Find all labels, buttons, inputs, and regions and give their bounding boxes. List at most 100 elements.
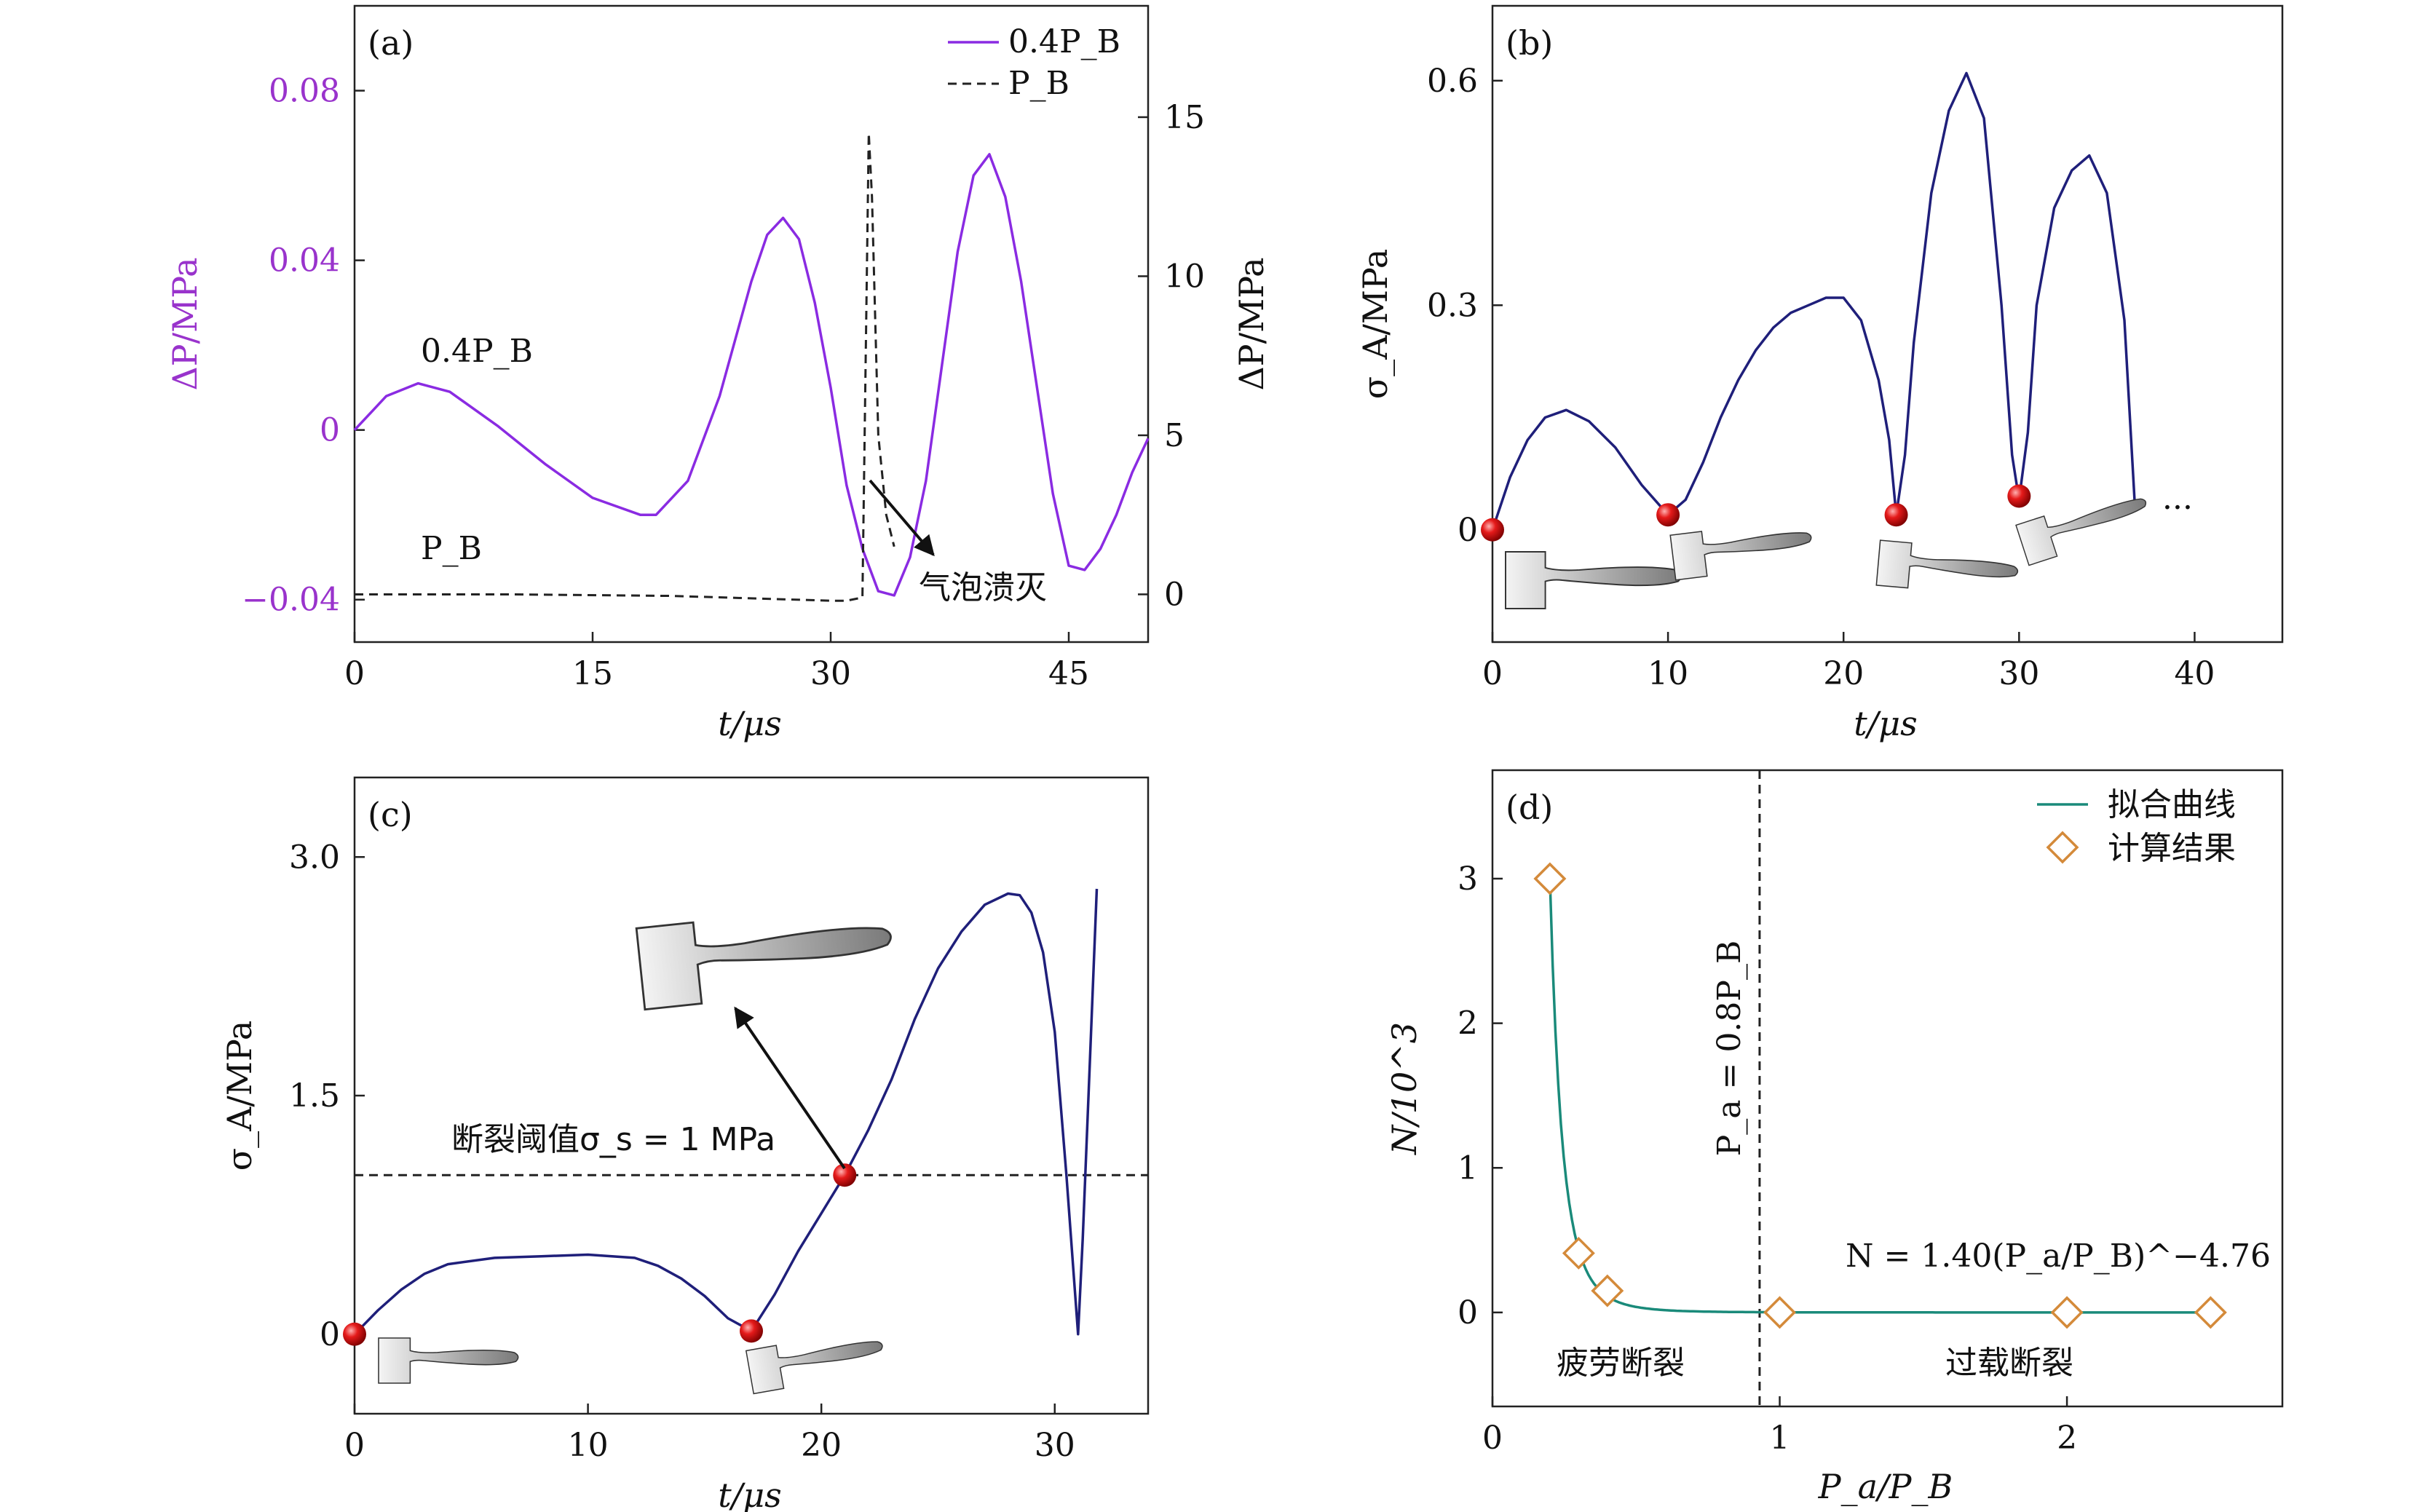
panel-b-beam-icon-4 [2015,484,2154,566]
panel-b-y-ticks: 0 0.3 0.6 [1427,63,1503,549]
panel-c-series [353,888,1099,1336]
panel-b: 0 10 20 30 40 0 0.3 0.6 (b) t/μs σ_A/MPa ··· [1356,4,2284,743]
panel-d-legend-entry-2: 计算结果 [2108,830,2236,867]
panel-a-collapse-arrow [869,479,935,557]
panel-d-point [1591,1274,1624,1307]
panel-a-curve-2-label: P_B [421,530,482,567]
panel-d-region-left-label: 疲劳断裂 [1557,1345,1685,1382]
panel-d-x-tick-label: 2 [2057,1420,2077,1457]
panel-d-vline-label: P_a = 0.8P_B [1711,941,1748,1157]
panel-c-y-tick-label: 0 [320,1316,340,1353]
panel-a-legend: 0.4P_B P_B [948,23,1120,102]
panel-a-collapse-label: 气泡溃灭 [919,569,1047,606]
panel-b-beam-icon-1 [1505,551,1682,609]
panel-c-x-tick-label: 30 [1035,1427,1075,1464]
panel-b-label: (b) [1506,23,1553,63]
panel-c-threshold-label: 断裂阈值σ_s = 1 MPa [451,1121,775,1158]
panel-a-left-y-tick-label: −0.04 [242,582,340,619]
panel-d-y-tick-label: 1 [1458,1149,1478,1187]
panel-b-series [1491,71,2137,531]
panel-d-y-ticks: 0 1 2 3 [1458,860,1503,1331]
panel-d-region-right-label: 过载断裂 [1945,1345,2073,1382]
panel-a-legend-entry-2: P_B [1008,65,1069,102]
panel-a-x-tick-label: 15 [572,655,613,692]
panel-a-x-tick-label: 45 [1048,655,1089,692]
panel-d-legend: 拟合曲线 计算结果 [2037,786,2236,867]
panel-d-x-tick-label: 0 [1482,1420,1503,1457]
panel-b-plot-frame [1491,4,2284,644]
panel-c-y-axis-label: σ_A/MPa [220,1021,259,1171]
panel-b-x-axis-label: t/μs [1854,704,1918,743]
panel-a-x-tick-label: 30 [810,655,851,692]
panel-a-right-y-tick-label: 15 [1164,99,1205,136]
panel-a-curve-1-label: 0.4P_B [421,333,533,370]
panel-d-y-tick-label: 3 [1458,860,1478,898]
panel-d: 0 1 2 0 1 2 3 (d) P_a/P_B N/10^3 P_a = 0.8P_B… [1385,769,2284,1506]
panel-c-marker [833,1163,857,1187]
panel-d-fit-line [1549,878,2211,1314]
panel-a-y-right-axis-label: ΔP/MPa [1232,257,1271,390]
panel-b-x-tick-label: 40 [2174,655,2215,692]
panel-d-point [1763,1296,1797,1329]
panel-a-y-left-ticks: −0.04 0 0.04 0.08 [242,73,365,619]
panel-d-x-tick-label: 1 [1770,1420,1790,1457]
panel-a-right-y-tick-label: 5 [1164,417,1185,454]
panel-b-x-tick-label: 0 [1482,655,1503,692]
panel-d-label: (d) [1506,788,1553,827]
panel-a-left-y-tick-label: 0 [320,412,340,449]
panel-b-ellipsis: ··· [2162,489,2193,526]
panel-d-point [2194,1296,2227,1329]
panel-d-y-tick-label: 0 [1458,1294,1478,1331]
panel-c-fracture-arrow [734,1006,846,1170]
panel-d-fit-curve [1549,878,2211,1314]
panel-c-beam-icon-2 [746,1326,887,1395]
panel-a-right-y-tick-label: 0 [1164,576,1185,613]
panel-a-series [353,132,1150,602]
panel-d-point [1562,1236,1595,1270]
panel-d-points [1533,862,2227,1329]
panel-c-marker [740,1319,763,1343]
panel-b-y-tick-label: 0.3 [1427,287,1478,324]
panel-b-x-tick-label: 10 [1648,655,1688,692]
panel-b-x-ticks: 0 10 20 30 40 [1482,632,2215,692]
panel-b-x-tick-label: 20 [1823,655,1864,692]
panel-b-marker [2007,484,2031,508]
panel-d-equation: N = 1.40(P_a/P_B)^−4.76 [1846,1238,2271,1275]
panel-a-y-left-axis-label: ΔP/MPa [165,257,205,390]
panel-b-beam-icon-2 [1669,518,1815,581]
panel-c-x-axis-label: t/μs [718,1476,782,1512]
panel-c-beam-icon-broken [635,901,897,1011]
panel-b-x-tick-label: 30 [1998,655,2039,692]
panel-a-right-y-tick-label: 10 [1164,258,1205,295]
panel-c-y-tick-label: 1.5 [289,1077,340,1115]
panel-d-legend-swatch-2 [2046,831,2079,864]
panel-b-y-tick-label: 0 [1458,512,1478,549]
panel-a-left-y-tick-label: 0.04 [269,242,340,280]
panel-c-x-tick-label: 0 [344,1427,365,1464]
panel-c-y-ticks: 0 1.5 3.0 [289,839,365,1353]
panel-a-y-right-ticks: 0 5 10 15 [1138,99,1205,613]
panel-c-plot-frame [353,776,1150,1415]
panel-c-y-tick-label: 3.0 [289,839,340,876]
panel-b-y-axis-label: σ_A/MPa [1356,249,1395,400]
panel-a-plot-frame [353,4,1150,644]
panel-a-left-y-tick-label: 0.08 [269,73,340,110]
panel-c-markers [343,1163,857,1346]
panel-c-series-line [353,888,1099,1336]
panel-b-marker [1481,518,1504,542]
panel-d-point [1533,862,1567,895]
panel-d-y-axis-label: N/10^3 [1385,1022,1424,1155]
panel-a-legend-entry-1: 0.4P_B [1008,23,1120,60]
panel-c-label: (c) [368,795,413,834]
panel-b-y-tick-label: 0.6 [1427,63,1478,100]
panel-b-beam-icon-3 [1875,539,2020,598]
panel-d-x-axis-label: P_a/P_B [1818,1467,1953,1506]
panel-b-marker [1656,503,1680,527]
panel-d-plot-frame [1491,769,2284,1408]
panel-c-marker [343,1322,366,1346]
panel-a-x-tick-label: 0 [344,655,365,692]
panel-b-marker [1884,503,1908,527]
panel-c-crack-mark [715,971,723,1002]
